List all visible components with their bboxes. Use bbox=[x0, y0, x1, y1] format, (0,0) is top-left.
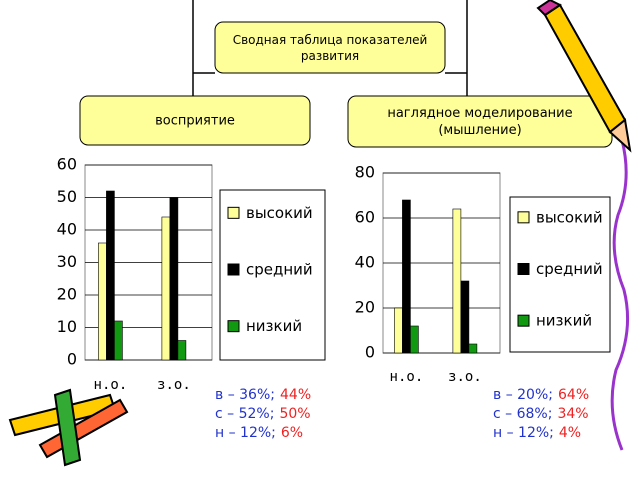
legend-swatch bbox=[227, 320, 240, 333]
y-tick-label: 0 bbox=[67, 350, 77, 369]
x-tick-label: н.о. bbox=[390, 369, 424, 385]
left-label: восприятие bbox=[155, 114, 235, 129]
legend-swatch bbox=[227, 263, 240, 276]
connectors bbox=[192, 0, 468, 96]
note-part: н – 12%; bbox=[215, 425, 276, 441]
note: н – 12%; 4% bbox=[493, 425, 581, 441]
x-tick-label: з.о. bbox=[157, 377, 191, 393]
y-tick-label: 60 bbox=[355, 208, 375, 227]
bar bbox=[468, 343, 478, 354]
top-label: Сводная таблица показателей развития bbox=[232, 32, 428, 63]
note-part: в – 36%; bbox=[215, 387, 275, 403]
legend-label: низкий bbox=[536, 312, 592, 330]
legend-swatch bbox=[227, 206, 240, 219]
pencils bbox=[8, 388, 129, 467]
legend-label: средний bbox=[246, 261, 313, 279]
note-part: н – 12%; bbox=[493, 425, 554, 441]
right-box-text: наглядное моделирование (мышление) bbox=[387, 105, 573, 138]
note-part: 50% bbox=[279, 406, 310, 422]
legend-swatch bbox=[517, 211, 530, 224]
y-tick-label: 20 bbox=[57, 285, 77, 304]
note: с – 68%; 34% bbox=[493, 406, 589, 422]
note-part: с – 68%; bbox=[493, 406, 552, 422]
y-tick-label: 80 bbox=[355, 163, 375, 182]
left-box bbox=[79, 95, 311, 146]
y-tick-label: 50 bbox=[57, 187, 77, 206]
top-box-text: Сводная таблица показателей развития bbox=[232, 32, 428, 63]
legend-label: высокий bbox=[246, 204, 313, 222]
note-part: 34% bbox=[557, 406, 588, 422]
bar bbox=[161, 216, 171, 361]
note-part: 64% bbox=[558, 387, 589, 403]
legend-swatch bbox=[517, 263, 530, 275]
y-tick-label: 10 bbox=[57, 317, 77, 336]
y-tick-label: 20 bbox=[355, 298, 375, 317]
legend-label: высокий bbox=[536, 208, 603, 226]
y-tick-label: 60 bbox=[57, 155, 77, 174]
top-box bbox=[214, 21, 446, 74]
bar bbox=[114, 320, 123, 361]
bar bbox=[177, 340, 187, 361]
bar bbox=[460, 280, 470, 354]
note: с – 52%; 50% bbox=[215, 406, 311, 422]
note-part: 44% bbox=[280, 387, 311, 403]
x-tick-label: н.о. bbox=[94, 377, 128, 393]
pencil bbox=[536, 0, 632, 153]
bar bbox=[169, 197, 179, 361]
bar bbox=[106, 190, 115, 361]
legend-label: средний bbox=[536, 260, 603, 278]
note-part: 6% bbox=[281, 425, 303, 441]
decoration-wave bbox=[610, 139, 630, 451]
note-part: 4% bbox=[559, 425, 581, 441]
bar bbox=[402, 199, 411, 354]
y-tick-label: 0 bbox=[365, 343, 375, 362]
right-label: наглядное моделирование (мышление) bbox=[387, 105, 573, 138]
x-tick-label: з.о. bbox=[448, 369, 482, 385]
note: в – 20%; 64% bbox=[493, 387, 589, 403]
note: в – 36%; 44% bbox=[215, 387, 311, 403]
bar bbox=[394, 307, 403, 354]
note-part: в – 20%; bbox=[493, 387, 553, 403]
note: н – 12%; 6% bbox=[215, 425, 303, 441]
legend-label: низкий bbox=[246, 317, 302, 335]
bar bbox=[452, 208, 462, 354]
y-tick-label: 40 bbox=[355, 253, 375, 272]
y-tick-label: 30 bbox=[57, 252, 77, 271]
bar bbox=[98, 242, 107, 361]
y-tick-label: 40 bbox=[57, 220, 77, 239]
note-part: с – 52%; bbox=[215, 406, 274, 422]
legend-swatch bbox=[517, 314, 530, 327]
bar bbox=[410, 325, 419, 354]
